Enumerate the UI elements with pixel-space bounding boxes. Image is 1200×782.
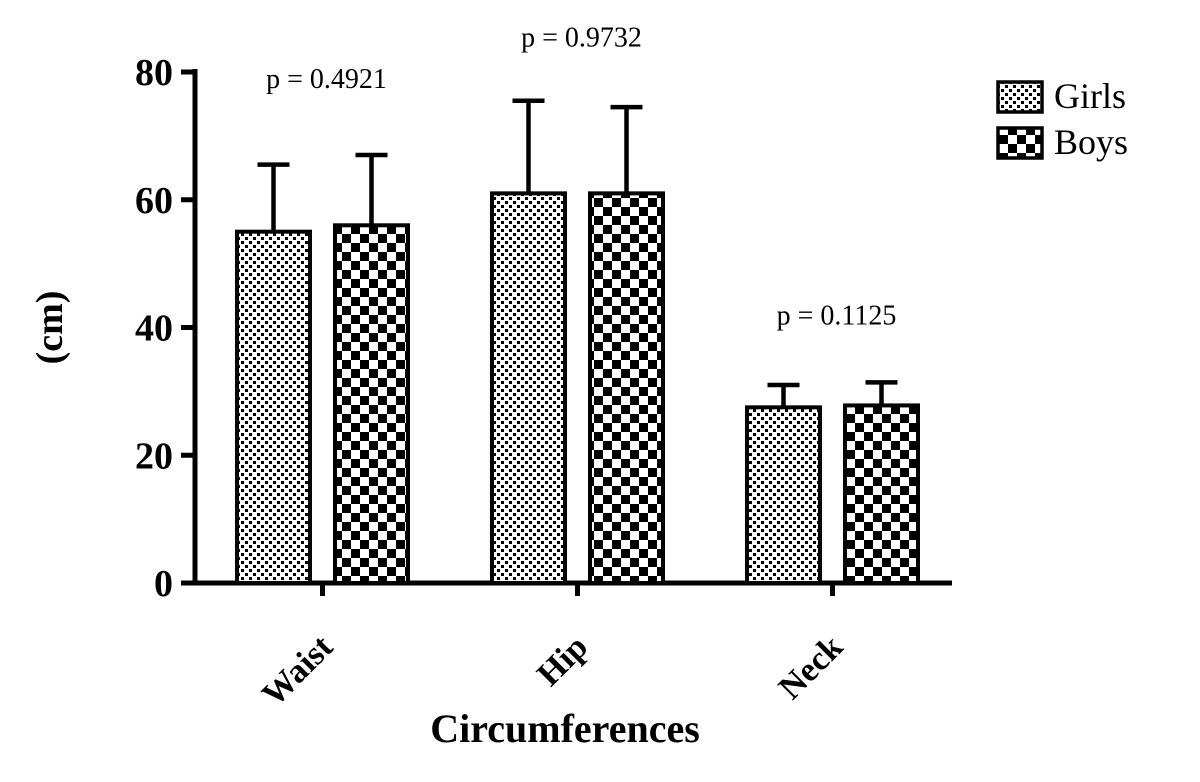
p-value-label-hip: p = 0.9732 [521, 22, 642, 53]
y-tick-label: 0 [154, 563, 173, 605]
bar-boys-neck [843, 403, 920, 585]
bar-girls-neck [745, 405, 822, 585]
y-axis-title: (cm) [29, 291, 71, 365]
legend-swatch-girls [996, 80, 1044, 114]
plot-area: 0 20 40 60 80 Waist Hip Neck p = 0.4921 p = 0.973… [29, 22, 1128, 751]
legend-label-girls: Girls [1054, 76, 1126, 116]
bar-boys-waist [333, 223, 410, 586]
y-tick-label: 40 [135, 308, 173, 350]
x-tick-label: Waist [255, 628, 340, 713]
bar-girls-waist [235, 229, 312, 585]
legend-label-boys: Boys [1054, 122, 1128, 162]
bar-girls-hip [490, 191, 567, 586]
x-axis-title: Circumferences [430, 706, 700, 751]
y-tick-label: 20 [135, 435, 173, 477]
y-tick-label: 60 [135, 180, 173, 222]
x-tick-label: Hip [530, 628, 595, 693]
p-value-label-neck: p = 0.1125 [777, 300, 897, 331]
legend-swatch-boys [996, 126, 1044, 160]
bar-boys-hip [588, 191, 665, 586]
x-tick-label: Neck [772, 628, 850, 706]
p-value-label-waist: p = 0.4921 [266, 64, 387, 95]
y-tick-label: 80 [135, 52, 173, 94]
